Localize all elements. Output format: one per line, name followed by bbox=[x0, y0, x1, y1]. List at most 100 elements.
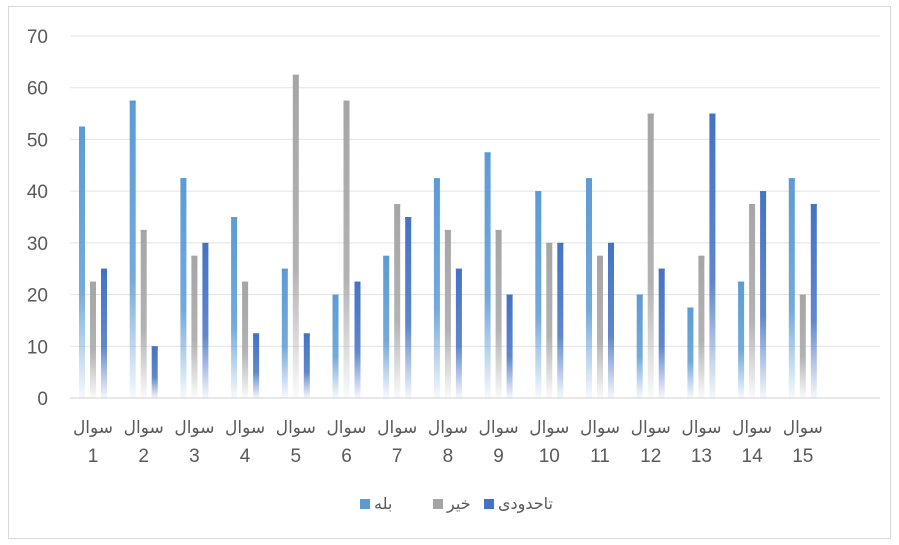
x-tick-number: 11 bbox=[590, 446, 610, 467]
legend: بله خیر تاحدودی bbox=[360, 494, 553, 514]
bar bbox=[687, 307, 694, 398]
x-tick-label: سوال bbox=[124, 418, 164, 438]
x-tick-label: سوال bbox=[529, 418, 569, 438]
bar-cap bbox=[202, 242, 209, 245]
bar bbox=[506, 294, 513, 398]
bar bbox=[495, 229, 502, 398]
bar-cap bbox=[343, 100, 350, 103]
bar-cap bbox=[698, 255, 705, 258]
bar-cap bbox=[658, 268, 665, 271]
bar bbox=[810, 204, 817, 398]
legend-label: بله bbox=[374, 494, 392, 513]
bar-cap bbox=[151, 346, 158, 349]
x-tick-label: سوال bbox=[631, 418, 671, 438]
bar-cap bbox=[506, 294, 513, 297]
bar bbox=[354, 281, 361, 398]
y-tick-label: 30 bbox=[27, 234, 48, 255]
bar bbox=[231, 217, 238, 398]
bar-cap bbox=[687, 307, 694, 310]
bar bbox=[709, 113, 716, 399]
x-tick-label: سوال bbox=[276, 418, 316, 438]
bar bbox=[140, 229, 147, 398]
bar-cap bbox=[101, 268, 107, 271]
y-axis-ticks: 0 10 20 30 40 50 60 70 bbox=[27, 27, 48, 410]
bar bbox=[788, 178, 795, 398]
x-axis-labels: سوال 1 سوال 2 سوال 3 سوال 4 سوال 5 سوال 6 سوال 7 سوال 8… bbox=[73, 418, 823, 467]
x-tick-label: سوال bbox=[73, 418, 113, 438]
x-tick-label: سوال bbox=[580, 418, 620, 438]
x-tick-number: 14 bbox=[742, 446, 764, 467]
bar bbox=[658, 268, 665, 398]
bar-cap bbox=[180, 178, 187, 181]
bar-cap bbox=[557, 242, 564, 245]
bars bbox=[79, 74, 817, 399]
legend-label: تاحدودی bbox=[498, 494, 553, 514]
bar bbox=[444, 229, 451, 398]
y-tick-label: 70 bbox=[27, 27, 48, 48]
x-tick-number: 2 bbox=[138, 446, 149, 467]
y-tick-label: 0 bbox=[37, 389, 48, 410]
x-tick-label: سوال bbox=[783, 418, 823, 438]
bar-cap bbox=[191, 255, 198, 258]
x-tick-label: سوال bbox=[479, 418, 519, 438]
x-tick-label: سوال bbox=[174, 418, 214, 438]
x-tick-number: 8 bbox=[443, 446, 454, 467]
bar-cap bbox=[586, 178, 592, 181]
bar bbox=[760, 191, 767, 398]
y-tick-label: 20 bbox=[27, 286, 48, 307]
y-tick-label: 40 bbox=[27, 182, 48, 203]
x-tick-label: سوال bbox=[225, 418, 265, 438]
bar-cap bbox=[608, 242, 614, 245]
bar bbox=[191, 255, 198, 398]
bar-cap bbox=[495, 229, 502, 232]
bar-cap bbox=[90, 281, 96, 284]
bar bbox=[535, 191, 542, 398]
x-tick-number: 4 bbox=[240, 446, 251, 467]
bar-cap bbox=[394, 204, 401, 207]
bar bbox=[90, 281, 96, 398]
bar bbox=[281, 268, 288, 398]
bar bbox=[343, 100, 350, 399]
bar-cap bbox=[799, 294, 806, 297]
bar-cap bbox=[647, 113, 654, 116]
x-tick-number: 9 bbox=[493, 446, 504, 467]
legend-label: خیر bbox=[446, 494, 471, 514]
x-tick-number: 12 bbox=[640, 446, 661, 467]
bar-cap bbox=[810, 204, 817, 207]
bar bbox=[242, 281, 249, 398]
bar-cap bbox=[405, 217, 412, 219]
x-tick-number: 13 bbox=[691, 446, 712, 467]
bar-cap bbox=[292, 74, 299, 77]
bar bbox=[79, 126, 85, 398]
bar-cap bbox=[242, 281, 249, 284]
bar-cap bbox=[332, 294, 339, 297]
bar bbox=[394, 204, 401, 398]
bar-cap bbox=[303, 333, 310, 336]
bar bbox=[647, 113, 654, 399]
bar-cap bbox=[253, 333, 260, 336]
bar bbox=[202, 242, 209, 398]
bar bbox=[636, 294, 643, 398]
bar-cap bbox=[354, 281, 361, 284]
bar bbox=[597, 255, 603, 398]
bar-cap bbox=[455, 268, 462, 271]
x-tick-number: 10 bbox=[539, 446, 560, 467]
bar bbox=[405, 217, 412, 398]
legend-swatch bbox=[433, 499, 443, 509]
bar-cap bbox=[444, 229, 451, 232]
bar-cap bbox=[140, 229, 147, 232]
x-tick-label: سوال bbox=[377, 418, 417, 438]
bar bbox=[557, 242, 564, 398]
bar bbox=[332, 294, 339, 398]
bar bbox=[608, 242, 614, 398]
bar-cap bbox=[788, 178, 795, 181]
bar bbox=[303, 333, 310, 398]
bar-cap bbox=[709, 113, 716, 116]
legend-swatch bbox=[360, 499, 370, 509]
y-tick-label: 10 bbox=[27, 337, 48, 358]
bar-cap bbox=[383, 255, 390, 258]
x-tick-label: سوال bbox=[732, 418, 772, 438]
bar bbox=[253, 333, 260, 398]
bar bbox=[433, 178, 440, 398]
